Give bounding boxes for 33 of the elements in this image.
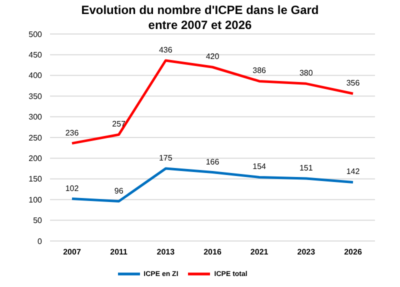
y-tick-label: 100	[28, 195, 43, 204]
data-label: 154	[252, 162, 267, 172]
data-label: 356	[346, 78, 360, 88]
data-label: 142	[346, 167, 360, 176]
y-tick-label: 200	[28, 154, 43, 164]
y-tick-label: 400	[28, 71, 43, 80]
data-label: 175	[158, 154, 173, 163]
data-label: 420	[206, 52, 220, 62]
x-tick-label: 2023	[297, 248, 316, 257]
x-tick-label: 2013	[156, 248, 176, 257]
data-label: 257	[112, 120, 126, 129]
x-tick-label: 2021	[250, 248, 269, 257]
data-label: 166	[206, 157, 220, 166]
data-label: 380	[299, 68, 314, 78]
data-label: 436	[158, 45, 173, 54]
y-tick-label: 250	[28, 133, 43, 142]
data-label: 96	[114, 186, 124, 196]
y-tick-label: 350	[28, 92, 43, 101]
x-tick-label: 2016	[204, 248, 222, 257]
data-label: 386	[252, 66, 267, 76]
x-tick-label: 2007	[63, 248, 82, 257]
y-tick-label: 0	[38, 236, 43, 246]
data-label: 151	[299, 163, 314, 172]
x-tick-label: 2026	[344, 248, 362, 257]
x-tick-label: 2011	[110, 248, 128, 257]
y-tick-label: 50	[33, 216, 43, 226]
data-label: 236	[65, 128, 80, 138]
y-tick-label: 300	[28, 112, 43, 122]
y-tick-label: 150	[28, 174, 43, 184]
data-label: 102	[65, 184, 80, 193]
y-tick-label: 500	[28, 30, 43, 39]
chart-title: Evolution du nombre d'ICPE dans le Gard entre 2007 et 2026	[80, 3, 320, 32]
y-tick-label: 450	[28, 50, 43, 60]
